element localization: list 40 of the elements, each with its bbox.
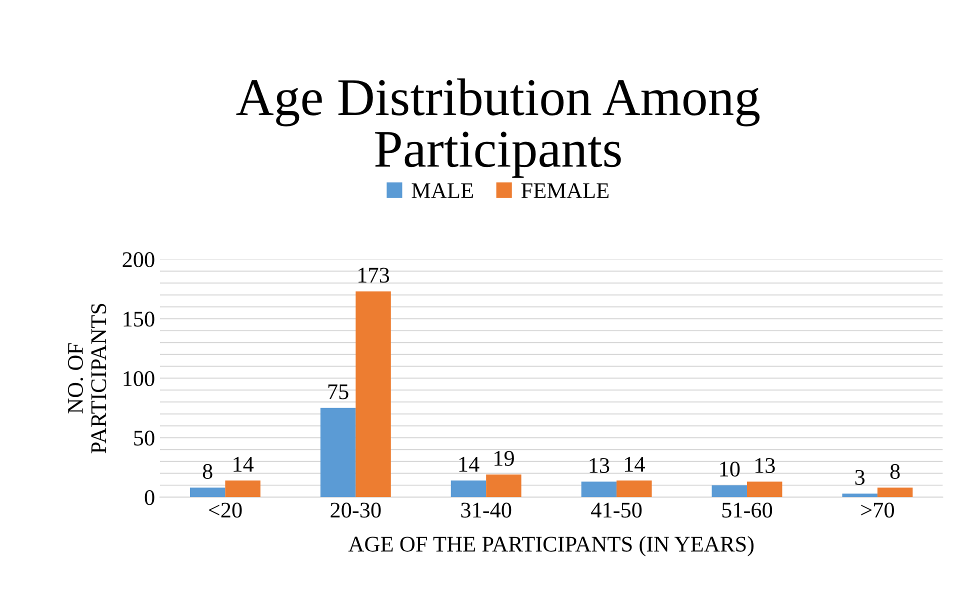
bar xyxy=(712,485,747,498)
data-label: 3 xyxy=(855,470,865,485)
data-label: 8 xyxy=(890,464,900,479)
y-tick-label: 0 xyxy=(144,490,154,506)
bar xyxy=(581,482,617,498)
x-tick-label: 41-50 xyxy=(591,502,642,518)
bar xyxy=(190,488,226,498)
chart-title: Age Distribution Among Participants xyxy=(236,78,760,178)
data-label: 173 xyxy=(358,268,390,283)
x-axis-title: AGE OF THE PARTICIPANTS (IN YEARS) xyxy=(348,536,754,556)
bar xyxy=(616,480,652,498)
x-tick-label: 51-60 xyxy=(722,502,772,518)
y-tick-label: 100 xyxy=(124,371,154,386)
bar xyxy=(356,291,391,498)
bar xyxy=(877,488,913,498)
bar xyxy=(450,480,486,498)
bar xyxy=(747,482,782,498)
y-tick-label: 200 xyxy=(122,252,154,268)
x-tick-label: 31-40 xyxy=(461,502,512,518)
legend-label: MALE xyxy=(412,183,473,198)
bar xyxy=(225,480,260,498)
data-label: 8 xyxy=(202,464,212,479)
bar xyxy=(320,408,356,498)
x-tick-label: 20-30 xyxy=(330,502,381,518)
data-label: 10 xyxy=(720,462,740,477)
data-label: 14 xyxy=(234,456,254,472)
data-label: 13 xyxy=(755,458,775,474)
data-label: 19 xyxy=(494,450,514,466)
bar xyxy=(486,474,522,498)
y-tick-label: 150 xyxy=(124,312,154,327)
bar xyxy=(842,494,878,498)
data-label: 13 xyxy=(590,458,610,474)
x-tick-label: <20 xyxy=(208,502,242,518)
data-label: 14 xyxy=(459,456,480,472)
data-label: 75 xyxy=(328,384,348,400)
y-axis-title: NO. OF PARTICIPANTS xyxy=(68,304,106,454)
legend-label: FEMALE xyxy=(521,183,609,198)
y-tick-label: 50 xyxy=(134,430,154,446)
x-tick-label: >70 xyxy=(861,502,894,518)
data-label: 14 xyxy=(625,456,645,472)
